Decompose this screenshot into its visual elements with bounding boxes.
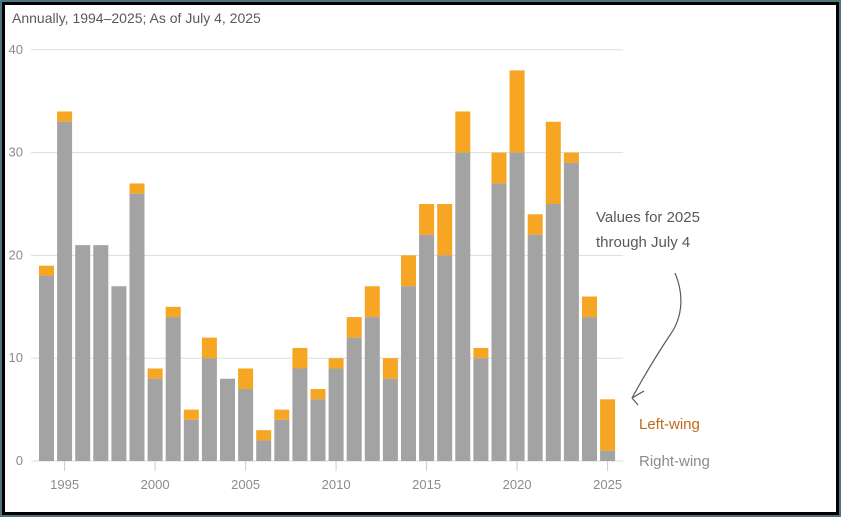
svg-text:0: 0: [16, 453, 23, 468]
svg-text:Right-wing: Right-wing: [639, 453, 710, 470]
svg-text:40: 40: [9, 42, 23, 57]
svg-text:1995: 1995: [50, 477, 79, 492]
svg-text:2010: 2010: [322, 477, 351, 492]
svg-text:2005: 2005: [231, 477, 260, 492]
svg-text:Left-wing: Left-wing: [639, 416, 700, 433]
svg-text:10: 10: [9, 350, 23, 365]
svg-text:2025: 2025: [593, 477, 622, 492]
svg-text:2000: 2000: [141, 477, 170, 492]
svg-text:2020: 2020: [503, 477, 532, 492]
svg-text:through July 4: through July 4: [596, 234, 690, 251]
svg-text:2015: 2015: [412, 477, 441, 492]
svg-text:20: 20: [9, 247, 23, 262]
svg-text:30: 30: [9, 145, 23, 160]
svg-text:Values for 2025: Values for 2025: [596, 209, 700, 226]
